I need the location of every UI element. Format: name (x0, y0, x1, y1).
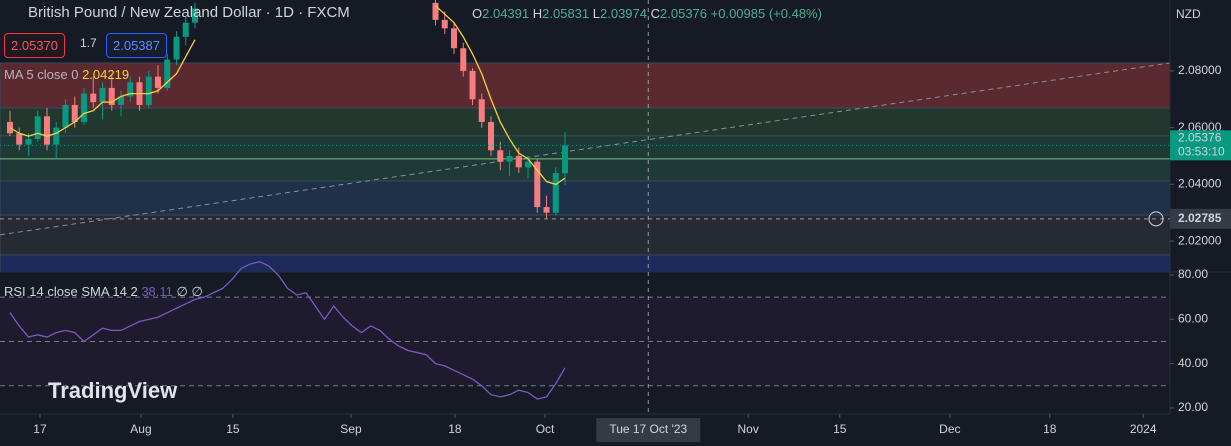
symbol-title[interactable]: British Pound / New Zealand Dollar · 1D … (28, 4, 350, 21)
rsi-tick-label: 60.00 (1178, 311, 1208, 325)
zone (0, 62, 1171, 109)
spread: 1.7 (80, 36, 97, 50)
logo: TradingView (48, 378, 178, 403)
sell-button[interactable]: 2.05370 (4, 33, 65, 58)
candle-body (117, 96, 125, 105)
candle-body (71, 104, 78, 122)
candle-body (451, 28, 458, 49)
trendline (0, 62, 1171, 236)
candle-body (441, 19, 448, 29)
candle-body (182, 22, 189, 37)
c-label: C (650, 6, 661, 21)
y-tick-label: 2.06000 (1178, 120, 1222, 134)
currency[interactable]: NZD (1176, 7, 1201, 21)
x-tick-label: Aug (130, 422, 151, 436)
candle-body (497, 150, 504, 162)
candle-body (164, 59, 171, 88)
candle-body (145, 76, 152, 105)
candle-body (488, 121, 495, 151)
candle-body (53, 127, 60, 145)
candle-body (154, 76, 162, 88)
rsi-legend[interactable]: RSI 14 close SMA 14 2 38.11 ∅ ∅ (4, 284, 203, 300)
candle-body (25, 138, 32, 145)
x-tick-label: Oct (536, 422, 555, 436)
countdown: 03:53:10 (1178, 145, 1225, 159)
crosshair-date: Tue 17 Oct '23 (609, 422, 687, 436)
y-tick-label: 2.04000 (1178, 177, 1222, 191)
h-label: H (532, 6, 543, 21)
l-label: L (592, 6, 600, 21)
ma-value: 2.04219 (82, 67, 130, 82)
candle-body (127, 82, 134, 97)
ohlc: O2.04391 H2.05831 L2.03974 C2.05376 +0.0… (472, 6, 822, 21)
candle-body (43, 116, 50, 145)
crosshair-date-box (596, 418, 701, 442)
candle-body (16, 133, 23, 145)
x-tick-label: 18 (448, 422, 462, 436)
change: +0.00985 (+0.48%) (710, 6, 822, 21)
rsi-tick-label: 40.00 (1178, 356, 1208, 370)
candle-body (90, 93, 97, 103)
candle-body (432, 2, 439, 20)
last-price-box (1170, 130, 1231, 161)
x-tick-label: Dec (939, 422, 960, 436)
crosshair-price-box (1170, 208, 1231, 229)
candle-body (515, 155, 522, 168)
ma-legend-text: MA 5 close 0 (4, 67, 79, 82)
l: 2.03974 (600, 6, 647, 21)
x-tick-label: 15 (226, 422, 240, 436)
candle-body (534, 161, 541, 208)
candle-body (469, 70, 476, 100)
zone (0, 254, 1171, 273)
x-tick-label: 17 (33, 422, 47, 436)
candle-body (506, 155, 513, 162)
x-tick-label: 18 (1043, 422, 1057, 436)
x-tick-label: Nov (738, 422, 759, 436)
zone (0, 107, 1171, 137)
h: 2.05831 (542, 6, 590, 21)
c: 2.05376 (660, 6, 708, 21)
rsi-legend-text: RSI 14 close SMA 14 2 (4, 284, 138, 299)
crosshair-plus (1148, 211, 1164, 227)
crosshair-price: 2.02785 (1178, 211, 1222, 225)
y-tick-label: 2.02000 (1178, 233, 1222, 247)
candle-body (552, 173, 559, 213)
candle-body (108, 87, 115, 105)
ma-line (9, 5, 566, 186)
zone (0, 180, 1171, 216)
o: 2.04391 (482, 6, 530, 21)
rsi-line (9, 261, 566, 400)
candle-body (543, 207, 550, 213)
candle-body (478, 99, 485, 122)
y-tick-label: 2.08000 (1178, 63, 1222, 77)
x-tick-label: 2024 (1130, 422, 1157, 436)
candle-body (173, 36, 180, 60)
candle-body (99, 87, 106, 103)
candle-body (34, 116, 41, 139)
last-price: 2.05376 (1178, 131, 1222, 145)
candle-body (460, 48, 467, 71)
x-tick-label: 15 (833, 422, 847, 436)
buy-button[interactable]: 2.05387 (106, 33, 167, 58)
ma-legend[interactable]: MA 5 close 0 2.04219 (4, 67, 129, 82)
candle-body (562, 145, 569, 174)
zone (0, 214, 1171, 256)
candle-body (191, 8, 199, 23)
o-label: O (472, 6, 483, 21)
rsi-extra: ∅ ∅ (176, 284, 203, 299)
rsi-value: 38.11 (141, 284, 173, 299)
candle-body (525, 161, 532, 168)
x-tick-label: Sep (340, 422, 362, 436)
candle-body (62, 104, 69, 128)
rsi-tick-label: 80.00 (1178, 267, 1208, 281)
rsi-tick-label: 20.00 (1178, 400, 1208, 414)
candles (6, 0, 569, 219)
candle-body (80, 93, 88, 122)
